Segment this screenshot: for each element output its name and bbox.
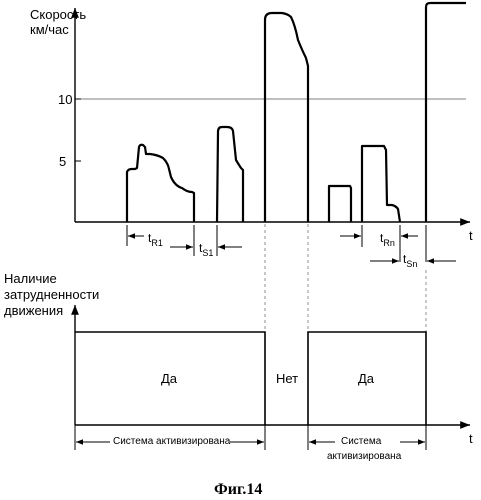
congestion-axis-label-line1: Наличие (4, 272, 57, 285)
state-yes-1: Да (161, 372, 177, 385)
speed-tick-label-10: 10 (58, 93, 72, 106)
label-ts1: tS1 (199, 241, 213, 258)
label-tr1: tR1 (148, 231, 163, 248)
state-no: Нет (276, 372, 298, 385)
congestion-chart (75, 305, 470, 450)
system-active-label-2-line2: активизирована (327, 452, 401, 462)
congestion-axis-label-line2: затрудненности (4, 288, 99, 301)
state-yes-2: Да (358, 372, 374, 385)
figure-caption: Фиг.14 (214, 482, 262, 498)
speed-axis-label-line2: км/час (30, 23, 69, 36)
congestion-x-axis-label: t (469, 432, 473, 445)
speed-tick-label-5: 5 (59, 155, 66, 168)
speed-axis-label-line1: Скорость (30, 8, 86, 21)
speed-chart: tR1 tS1 tRn tSn (75, 3, 470, 269)
guide-lines (265, 224, 426, 332)
speed-x-axis-label: t (469, 229, 473, 242)
speed-curve (127, 3, 466, 222)
label-tsn: tSn (403, 252, 417, 269)
system-active-label-1: Система активизирована (113, 437, 230, 447)
system-active-label-2-line1: Система (341, 437, 381, 447)
label-trn: tRn (380, 231, 395, 248)
congestion-axis-label-line3: движения (4, 304, 63, 317)
